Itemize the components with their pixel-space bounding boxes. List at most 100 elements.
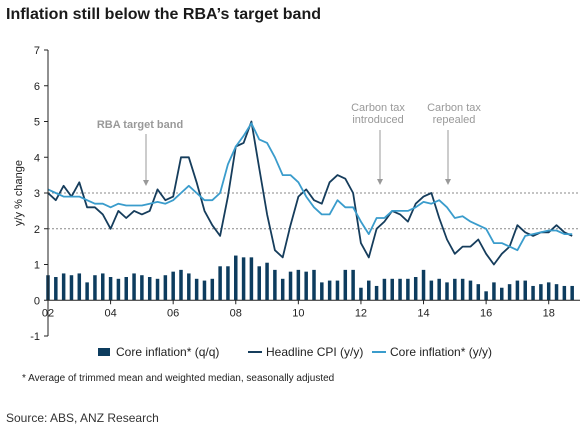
line-core-yy	[47, 122, 573, 252]
bar-core-qq	[413, 277, 418, 301]
bar-core-qq	[194, 278, 199, 301]
annotation-arrow-head	[377, 179, 383, 185]
line-series	[47, 120, 573, 266]
bar-core-qq	[343, 269, 348, 301]
bar-core-qq	[61, 273, 66, 301]
bar-core-qq	[374, 285, 379, 301]
footnote: * Average of trimmed mean and weighted m…	[22, 373, 335, 384]
x-tick-label: 08	[230, 307, 242, 319]
bar-core-qq	[468, 280, 473, 301]
x-tick-label: 18	[543, 307, 555, 319]
bar-core-qq	[202, 280, 207, 301]
target-band	[48, 192, 580, 230]
bar-core-qq	[171, 271, 175, 301]
bar-core-qq	[249, 257, 254, 301]
bar-core-qq	[531, 285, 535, 301]
bar-core-qq	[280, 278, 285, 301]
bar-core-qq	[445, 282, 449, 301]
bar-core-qq	[476, 284, 481, 301]
x-tick-label: 14	[417, 307, 429, 319]
bar-core-qq	[77, 273, 82, 301]
bar-core-qq	[507, 284, 512, 301]
bar-core-qq	[351, 269, 355, 301]
bar-core-qq	[93, 275, 97, 301]
y-tick-label: 6	[34, 81, 40, 93]
bar-core-qq	[554, 284, 559, 301]
bar-core-qq	[304, 271, 308, 301]
bar-core-qq	[320, 282, 324, 301]
bar-core-qq	[367, 280, 371, 301]
bar-core-qq	[539, 284, 543, 301]
bar-core-qq	[515, 280, 520, 301]
annotation-label: Carbon tax	[351, 102, 405, 114]
y-tick-label: 3	[34, 188, 40, 200]
bar-core-qq	[523, 280, 527, 301]
bar-core-qq	[492, 282, 496, 301]
source-note: Source: ABS, ANZ Research	[6, 411, 159, 425]
bar-core-qq	[390, 278, 394, 301]
bar-core-qq	[398, 278, 402, 301]
bar-core-qq	[257, 266, 261, 301]
bar-core-qq	[85, 282, 89, 301]
line-headline-cpi	[47, 120, 573, 266]
bar-core-qq	[335, 280, 340, 301]
legend: Core inflation* (q/q) Headline CPI (y/y) C…	[98, 345, 492, 359]
bar-core-qq	[116, 278, 121, 301]
bar-core-qq	[421, 269, 426, 301]
bar-core-qq	[273, 269, 277, 301]
bar-core-qq	[147, 277, 152, 301]
legend-entry: Headline CPI (y/y)	[266, 345, 363, 359]
bar-core-qq	[359, 287, 363, 301]
y-tick-label: 0	[34, 295, 40, 307]
bar-core-qq	[406, 278, 410, 301]
bar-core-qq	[226, 266, 230, 301]
bar-core-qq	[187, 273, 191, 301]
legend-entry: Core inflation* (q/q)	[116, 345, 219, 359]
x-tick-label: 10	[292, 307, 304, 319]
bar-core-qq	[140, 275, 144, 301]
x-tick-label: 04	[104, 307, 116, 319]
bar-core-qq	[460, 278, 465, 301]
bar-core-qq	[132, 273, 136, 301]
x-tick-label: 02	[42, 307, 54, 319]
bar-core-qq	[54, 277, 58, 301]
annotation-label: Carbon tax	[427, 102, 481, 114]
bar-core-qq	[265, 262, 269, 301]
bar-core-qq	[546, 282, 551, 301]
bar-core-qq	[288, 271, 293, 301]
annotation-label: repealed	[433, 114, 476, 126]
y-tick-label: 4	[34, 152, 40, 164]
annotation-label: introduced	[352, 114, 403, 126]
bar-core-qq	[108, 277, 113, 301]
legend-entry: Core inflation* (y/y)	[390, 345, 492, 359]
y-tick-label: 2	[34, 224, 40, 236]
y-axis-label: y/y % change	[13, 160, 25, 226]
bar-core-qq	[69, 275, 74, 301]
bar-core-qq	[484, 291, 488, 301]
chart-title: Inflation still below the RBA’s target b…	[6, 6, 321, 23]
bar-core-qq	[453, 278, 457, 301]
bar-core-qq	[124, 277, 128, 301]
bar-core-qq	[327, 280, 332, 301]
bar-core-qq	[163, 275, 168, 301]
annotation-label: RBA target band	[97, 119, 183, 131]
bar-core-qq	[296, 269, 301, 301]
bar-core-qq	[241, 257, 246, 301]
bar-core-qq	[429, 280, 434, 301]
legend-swatch-bar	[98, 348, 110, 356]
bar-core-qq	[210, 278, 215, 301]
bar-core-qq	[437, 278, 441, 301]
bar-core-qq	[234, 255, 238, 301]
bar-core-qq	[312, 269, 316, 301]
y-tick-label: -1	[30, 331, 40, 343]
bar-core-qq	[155, 278, 160, 301]
bar-core-qq	[500, 287, 504, 301]
bar-series-core-qq	[46, 255, 574, 301]
x-tick-label: 12	[355, 307, 367, 319]
bar-core-qq	[218, 266, 222, 301]
y-tick-label: 1	[34, 260, 40, 272]
x-tick-label: 16	[480, 307, 492, 319]
